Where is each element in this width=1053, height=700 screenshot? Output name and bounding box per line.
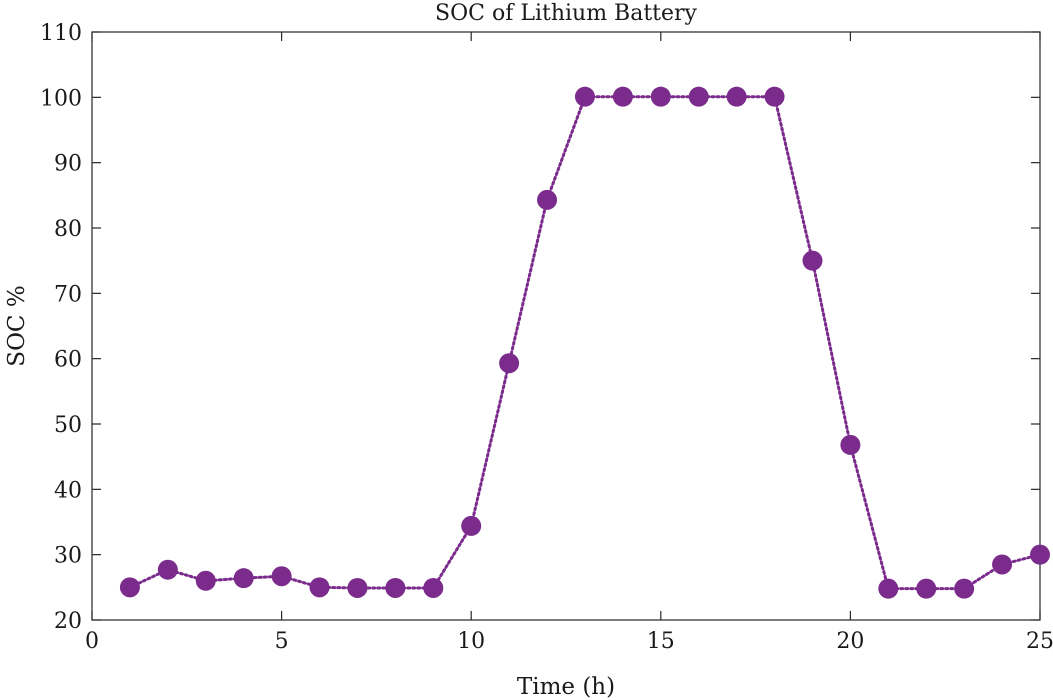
data-point bbox=[992, 554, 1013, 575]
y-tick-label: 70 bbox=[54, 282, 82, 307]
data-point bbox=[612, 86, 633, 107]
data-point bbox=[157, 559, 178, 580]
y-tick-label: 80 bbox=[54, 217, 82, 242]
chart-title: SOC of Lithium Battery bbox=[435, 1, 698, 26]
data-point bbox=[537, 189, 558, 210]
series-line bbox=[128, 95, 1042, 591]
y-tick-label: 60 bbox=[54, 348, 82, 373]
data-point bbox=[347, 577, 368, 598]
data-point bbox=[574, 86, 595, 107]
data-point bbox=[385, 577, 406, 598]
y-tick-label: 50 bbox=[54, 413, 82, 438]
data-point bbox=[954, 578, 975, 599]
x-tick-label: 10 bbox=[457, 629, 485, 654]
data-point bbox=[423, 577, 444, 598]
y-tick-label: 110 bbox=[40, 21, 82, 46]
x-tick-label: 5 bbox=[275, 629, 289, 654]
data-point bbox=[840, 434, 861, 455]
x-tick-label: 25 bbox=[1026, 629, 1053, 654]
data-point bbox=[271, 566, 292, 587]
axes-layer: 0 5 10 15 20 25 20 30 40 50 60 70 80 90 100 110 bbox=[40, 21, 1053, 654]
data-point bbox=[1030, 544, 1050, 565]
data-point bbox=[764, 86, 785, 107]
data-point bbox=[726, 86, 747, 107]
y-tick-label: 20 bbox=[54, 609, 82, 634]
data-point bbox=[916, 578, 937, 599]
x-tick-label: 20 bbox=[836, 629, 864, 654]
y-axis-label: SOC % bbox=[4, 285, 30, 366]
data-point bbox=[309, 577, 330, 598]
data-point bbox=[688, 86, 709, 107]
data-point bbox=[650, 86, 671, 107]
plot-frame bbox=[91, 31, 1041, 621]
y-tick-label: 40 bbox=[54, 478, 82, 503]
data-point bbox=[499, 353, 520, 374]
series-layer bbox=[119, 86, 1050, 599]
data-point bbox=[878, 578, 899, 599]
y-tick-label: 100 bbox=[40, 86, 82, 111]
data-point bbox=[461, 515, 482, 536]
data-point bbox=[195, 570, 216, 591]
data-point bbox=[119, 577, 140, 598]
data-point bbox=[233, 568, 254, 589]
data-point bbox=[802, 250, 823, 271]
x-axis-label: Time (h) bbox=[517, 674, 615, 700]
y-tick-label: 30 bbox=[54, 544, 82, 569]
x-tick-label: 0 bbox=[85, 629, 99, 654]
x-tick-label: 15 bbox=[647, 629, 675, 654]
y-tick-label: 90 bbox=[54, 152, 82, 177]
